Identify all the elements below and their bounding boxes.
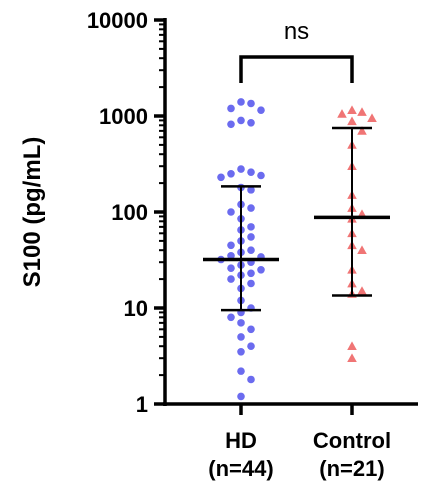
y-tick-label: 10	[124, 296, 148, 321]
data-point	[247, 118, 255, 127]
summary-layer	[203, 126, 390, 312]
data-point	[247, 325, 255, 334]
data-point	[247, 246, 255, 255]
y-axis-title: S100 (pg/mL)	[19, 137, 46, 288]
y-tick-label: 1000	[99, 104, 148, 129]
data-point	[247, 204, 255, 212]
data-point	[237, 392, 245, 401]
data-point	[357, 286, 367, 295]
data-point	[357, 245, 367, 255]
data-point	[227, 251, 235, 260]
data-point	[357, 107, 367, 116]
data-point	[237, 116, 245, 125]
category-label: Control	[313, 428, 391, 453]
data-point	[237, 367, 245, 375]
data-point	[247, 342, 255, 351]
data-point	[227, 275, 235, 283]
data-point	[247, 269, 255, 278]
data-point	[237, 347, 245, 356]
y-tick-label: 10000	[87, 8, 148, 33]
data-point	[367, 113, 377, 122]
data-point	[347, 341, 357, 351]
significance-bracket	[239, 55, 354, 83]
data-point	[227, 208, 235, 216]
data-point	[237, 98, 245, 106]
data-point	[257, 171, 265, 180]
data-point	[247, 186, 255, 194]
category-n-label: (n=21)	[319, 456, 384, 481]
data-point	[247, 279, 255, 288]
data-point	[247, 99, 255, 108]
data-point	[257, 106, 265, 114]
data-point	[247, 168, 255, 176]
data-point	[357, 126, 367, 135]
data-point	[237, 333, 245, 341]
data-point	[237, 165, 245, 173]
axis-layer: 1 10 100 1000 10000	[87, 8, 418, 417]
data-point	[227, 313, 235, 322]
significance-layer: ns	[239, 18, 354, 83]
data-point	[217, 173, 225, 182]
data-point	[247, 223, 255, 231]
category-n-label: (n=44)	[208, 456, 273, 481]
data-point	[337, 109, 347, 118]
significance-label: ns	[284, 18, 309, 45]
data-point	[227, 264, 235, 272]
data-point	[247, 375, 255, 384]
category-label: HD	[225, 428, 257, 453]
data-point	[257, 265, 265, 274]
y-tick-label: 1	[136, 392, 148, 417]
data-point	[227, 104, 235, 113]
data-point	[227, 241, 235, 250]
category-labels: HD (n=44) Control (n=21)	[208, 428, 391, 481]
data-point	[227, 169, 235, 178]
data-point	[347, 353, 357, 363]
data-point	[227, 120, 235, 129]
data-point	[247, 233, 255, 241]
data-point	[347, 116, 357, 126]
data-point	[237, 319, 245, 327]
y-tick-label: 100	[111, 200, 148, 225]
data-point	[347, 105, 357, 115]
